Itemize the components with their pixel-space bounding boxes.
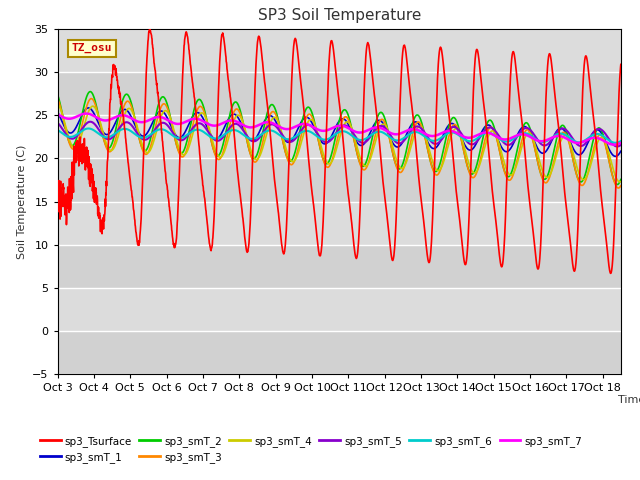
sp3_smT_7	[343, 124, 351, 130]
sp3_smT_3	[343, 114, 351, 120]
sp3_smT_4	[531, 139, 538, 145]
Bar	[58, 158, 621, 202]
sp3_smT_6	[531, 135, 538, 141]
Line: sp3_smT_7: sp3_smT_7	[58, 114, 621, 144]
sp3_smT_6	[84, 126, 92, 132]
sp3_smT_6	[424, 136, 431, 142]
sp3_smT_2	[598, 128, 605, 133]
Y-axis label: Soil Temperature (C): Soil Temperature (C)	[17, 144, 27, 259]
sp3_smT_3	[87, 96, 95, 101]
Line: sp3_smT_5: sp3_smT_5	[58, 122, 621, 146]
sp3_smT_1	[84, 105, 92, 111]
sp3_smT_3	[614, 185, 622, 191]
sp3_smT_2	[343, 108, 351, 114]
sp3_smT_4	[597, 135, 605, 141]
sp3_smT_6	[54, 127, 61, 133]
sp3_smT_4	[617, 179, 625, 184]
Text: TZ_osu: TZ_osu	[72, 43, 112, 53]
sp3_smT_1	[617, 148, 625, 154]
sp3_smT_3	[617, 183, 625, 189]
sp3_smT_2	[617, 177, 625, 182]
sp3_smT_7	[598, 137, 605, 143]
sp3_smT_1	[531, 139, 538, 145]
sp3_smT_7	[54, 111, 61, 117]
sp3_Tsurface	[607, 270, 614, 276]
sp3_smT_1	[598, 130, 605, 136]
sp3_smT_2	[86, 89, 94, 95]
sp3_smT_3	[598, 133, 605, 139]
sp3_smT_6	[343, 129, 351, 135]
sp3_Tsurface	[598, 195, 605, 201]
sp3_smT_4	[54, 101, 61, 107]
sp3_smT_3	[54, 96, 61, 102]
sp3_smT_7	[406, 127, 414, 132]
sp3_smT_5	[531, 132, 538, 138]
Line: sp3_smT_6: sp3_smT_6	[58, 129, 621, 143]
sp3_smT_3	[531, 144, 538, 150]
sp3_smT_7	[424, 132, 431, 138]
sp3_smT_5	[406, 129, 414, 134]
Line: sp3_smT_4: sp3_smT_4	[58, 104, 621, 182]
sp3_smT_6	[87, 126, 95, 132]
sp3_smT_4	[424, 140, 431, 146]
sp3_Tsurface	[531, 242, 538, 248]
sp3_smT_5	[424, 134, 431, 140]
X-axis label: Time: Time	[618, 395, 640, 405]
Line: sp3_smT_3: sp3_smT_3	[58, 98, 621, 188]
Bar	[58, 72, 621, 115]
sp3_Tsurface	[54, 189, 61, 195]
sp3_Tsurface	[343, 177, 351, 182]
sp3_smT_2	[87, 89, 95, 95]
Line: sp3_Tsurface: sp3_Tsurface	[58, 30, 621, 273]
sp3_smT_1	[406, 123, 414, 129]
sp3_Tsurface	[406, 92, 414, 98]
sp3_smT_6	[612, 140, 620, 145]
sp3_smT_7	[531, 136, 538, 142]
Bar	[58, 245, 621, 288]
sp3_smT_1	[424, 139, 431, 145]
Line: sp3_smT_2: sp3_smT_2	[58, 92, 621, 184]
sp3_smT_2	[613, 181, 621, 187]
Legend: sp3_Tsurface, sp3_smT_1, sp3_smT_2, sp3_smT_3, sp3_smT_4, sp3_smT_5, sp3_smT_6, : sp3_Tsurface, sp3_smT_1, sp3_smT_2, sp3_…	[36, 432, 586, 467]
sp3_smT_2	[406, 129, 414, 134]
sp3_smT_6	[598, 132, 605, 138]
sp3_smT_6	[406, 131, 414, 136]
sp3_smT_4	[342, 119, 350, 125]
sp3_smT_5	[613, 144, 621, 149]
sp3_smT_4	[406, 146, 414, 152]
sp3_smT_1	[612, 154, 620, 159]
sp3_smT_5	[54, 120, 61, 126]
sp3_smT_3	[406, 139, 414, 145]
Title: SP3 Soil Temperature: SP3 Soil Temperature	[257, 9, 421, 24]
sp3_smT_1	[87, 106, 95, 112]
Bar	[58, 331, 621, 374]
sp3_smT_7	[610, 142, 618, 147]
sp3_smT_5	[86, 119, 94, 125]
sp3_smT_2	[531, 144, 538, 149]
sp3_smT_2	[424, 146, 431, 152]
sp3_smT_3	[424, 146, 431, 152]
sp3_smT_5	[87, 119, 95, 125]
sp3_smT_7	[83, 111, 90, 117]
sp3_smT_5	[617, 142, 625, 148]
sp3_smT_4	[616, 179, 623, 185]
sp3_smT_5	[598, 127, 605, 132]
sp3_smT_5	[343, 123, 351, 129]
sp3_smT_6	[617, 138, 625, 144]
sp3_smT_1	[54, 109, 61, 115]
sp3_smT_1	[343, 119, 351, 124]
Line: sp3_smT_1: sp3_smT_1	[58, 108, 621, 156]
sp3_smT_2	[54, 92, 61, 97]
sp3_Tsurface	[617, 61, 625, 67]
sp3_Tsurface	[87, 161, 95, 167]
sp3_Tsurface	[146, 27, 154, 33]
sp3_smT_3	[87, 96, 95, 102]
sp3_smT_7	[617, 140, 625, 146]
sp3_smT_4	[87, 105, 95, 110]
sp3_Tsurface	[424, 255, 431, 261]
sp3_smT_7	[87, 112, 95, 118]
